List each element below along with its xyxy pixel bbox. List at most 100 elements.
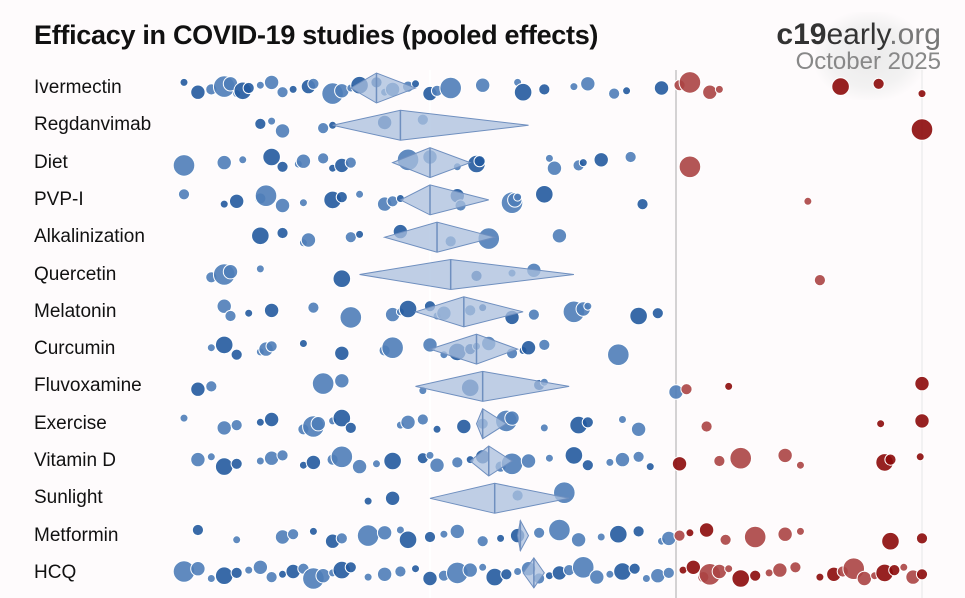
pooled-diamond [517, 519, 530, 553]
study-dot [411, 564, 421, 574]
row-label: Curcumin [34, 338, 116, 360]
brand-light: early [826, 18, 890, 51]
study-dot [356, 524, 380, 547]
study-dot [339, 306, 363, 329]
study-dot [533, 526, 546, 539]
study-dot [451, 456, 464, 469]
study-dot [278, 569, 288, 579]
study-dot [596, 532, 606, 542]
study-dot [743, 525, 767, 549]
study-dot [888, 564, 901, 577]
study-dot [914, 413, 930, 429]
study-dot [605, 569, 615, 579]
study-dot [485, 567, 505, 587]
study-dot [629, 306, 648, 326]
study-dot [384, 490, 401, 506]
study-dot [307, 77, 320, 90]
study-dot [645, 462, 655, 472]
row-label: Sunlight [34, 487, 103, 509]
study-dot [255, 80, 265, 90]
study-dot [383, 451, 402, 471]
study-dot [678, 71, 702, 94]
study-dot [376, 525, 393, 541]
study-dot [628, 562, 641, 575]
study-dot [230, 457, 243, 470]
study-dot [548, 518, 571, 542]
study-dot [394, 565, 407, 578]
study-dot [179, 413, 189, 423]
study-dot [376, 566, 393, 582]
study-dot [310, 416, 327, 432]
study-dot [719, 533, 732, 546]
row-label: HCQ [34, 561, 77, 583]
study-dot [881, 531, 900, 551]
study-dot [772, 562, 788, 578]
study-dot [504, 410, 520, 426]
chart-title: Efficacy in COVID-19 studies (pooled eff… [34, 20, 599, 50]
study-dot [276, 226, 289, 240]
study-dot [305, 454, 322, 471]
pooled-diamond [475, 407, 508, 440]
study-dot [206, 574, 216, 583]
study-dot [564, 446, 584, 465]
study-dot [265, 340, 278, 353]
study-dot [429, 457, 445, 473]
study-dot [614, 451, 631, 468]
study-dot [254, 184, 278, 207]
brand-logo: c19early.org October 2025 [776, 18, 941, 76]
study-dot [288, 84, 298, 94]
pooled-diamond [359, 258, 574, 291]
study-dot [915, 532, 929, 545]
study-dot [685, 559, 702, 575]
row-label: Vitamin D [34, 450, 117, 471]
study-dot [191, 523, 205, 537]
study-dot [276, 86, 289, 99]
study-dot [624, 150, 637, 164]
study-dot [439, 529, 449, 539]
study-dot [363, 572, 373, 582]
study-dot [216, 420, 232, 436]
study-dot [344, 156, 357, 169]
study-dot [641, 574, 651, 583]
study-dot [764, 568, 774, 578]
study-dot [636, 198, 649, 211]
study-dot [593, 152, 609, 168]
study-dot [630, 421, 647, 437]
study-dot [789, 561, 802, 574]
study-dot [295, 153, 312, 169]
study-dot [538, 83, 551, 96]
study-dot [678, 155, 702, 179]
study-dot [831, 77, 850, 96]
study-dot [449, 523, 466, 540]
study-dot [400, 414, 416, 430]
study-dot [190, 561, 206, 577]
study-dot [876, 419, 886, 429]
study-dot [622, 86, 632, 96]
row-label: Ivermectin [34, 77, 122, 98]
study-dot [177, 188, 191, 201]
study-dot [914, 375, 930, 392]
study-dot [351, 458, 368, 475]
study-dot [355, 229, 365, 239]
study-dot [439, 76, 462, 100]
study-dot [724, 564, 734, 574]
study-dot [298, 198, 308, 208]
study-dot [222, 264, 239, 280]
study-dot [711, 563, 728, 580]
study-dot [500, 568, 513, 581]
study-dot [474, 77, 491, 93]
study-dot [749, 569, 762, 582]
study-dot [230, 566, 243, 580]
study-dot [795, 526, 805, 536]
study-dot [252, 559, 269, 575]
study-dot [242, 81, 255, 95]
study-dot [714, 84, 724, 94]
study-dot [224, 309, 237, 323]
study-dot [651, 307, 664, 320]
study-dot [803, 196, 813, 206]
study-dot [265, 571, 278, 584]
study-dot [344, 231, 357, 244]
study-dot [263, 302, 280, 319]
study-dot [473, 155, 486, 168]
